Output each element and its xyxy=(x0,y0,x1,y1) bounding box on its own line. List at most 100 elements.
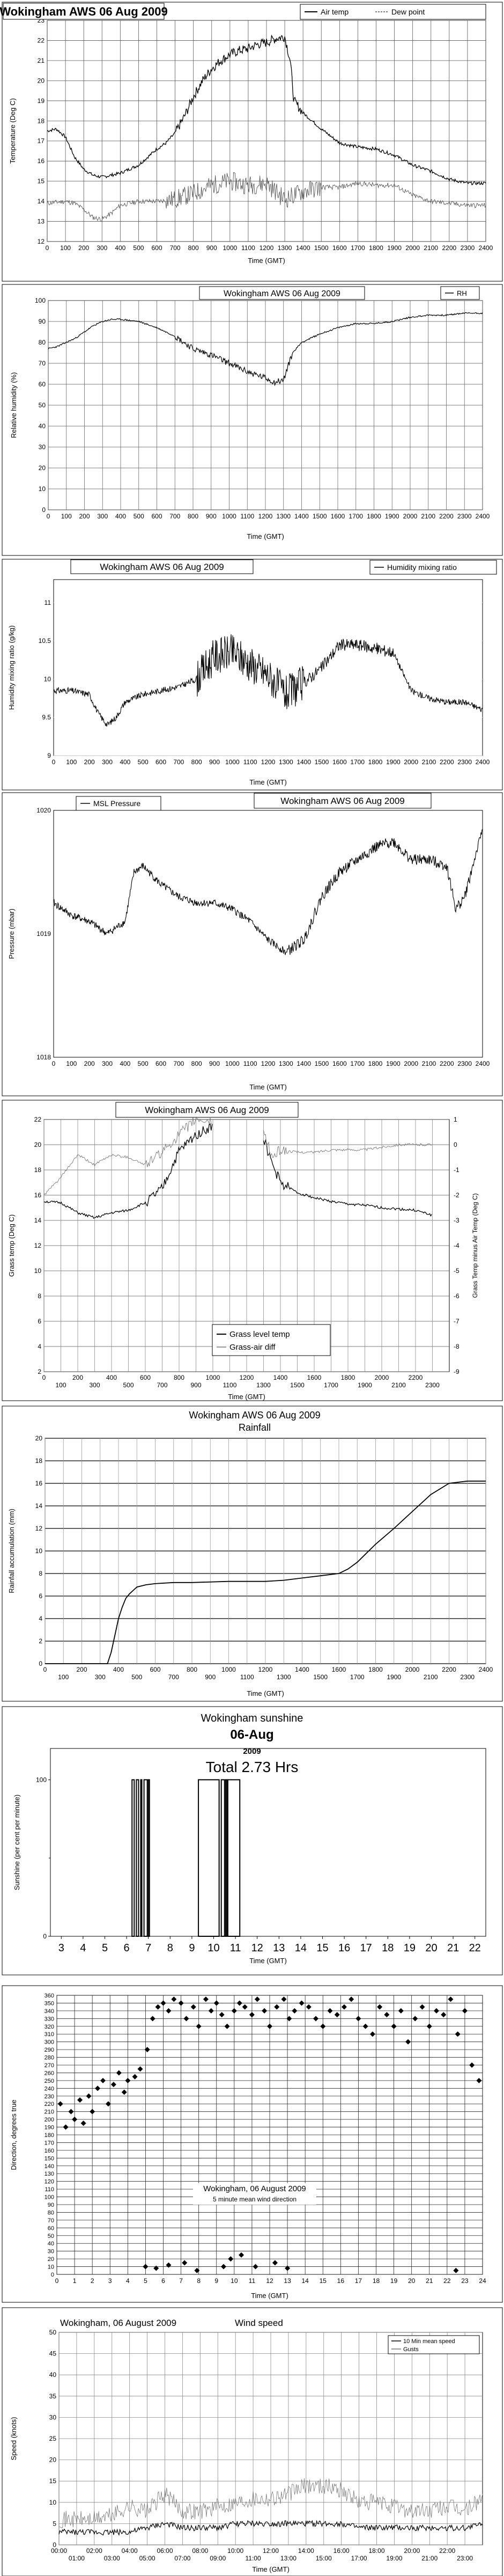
sunshine-bar xyxy=(220,1779,225,1937)
x-tick-label: 7 xyxy=(145,1942,151,1954)
x-tick-label: 1100 xyxy=(243,1060,257,1067)
y-tick-label: 12 xyxy=(35,1525,43,1532)
x-tick-label: 17 xyxy=(355,2277,362,2285)
direction-point xyxy=(86,2093,92,2099)
x-tick-label: 500 xyxy=(138,1060,149,1067)
x-tick-label: 2000 xyxy=(405,1666,420,1673)
direction-point xyxy=(242,2004,248,2010)
y-axis-label: Relative humidity (%) xyxy=(10,372,18,438)
x-tick-label: 1200 xyxy=(261,1060,276,1067)
plot-area xyxy=(53,579,483,756)
direction-point xyxy=(68,2109,74,2114)
x-tick-label: 21 xyxy=(447,1942,459,1954)
x-tick-label: 200 xyxy=(72,1374,83,1381)
x-tick-label: 1100 xyxy=(243,758,257,766)
plot-area xyxy=(50,1748,486,1937)
direction-point xyxy=(72,2117,78,2123)
y-tick-label: 70 xyxy=(48,2218,54,2224)
x-tick-label: 1900 xyxy=(387,244,402,252)
sunshine-bar xyxy=(140,1779,143,1937)
y-axis-label: Direction, degrees true xyxy=(10,2099,18,2170)
chart-title: Wokingham AWS 06 Aug 2009 xyxy=(0,5,168,18)
x-tick-label: 5 xyxy=(144,2277,147,2285)
x-tick-label: 0 xyxy=(43,1666,47,1673)
y-tick-label: 60 xyxy=(39,380,46,388)
x-tick-label: 1600 xyxy=(331,513,345,520)
direction-point xyxy=(166,2008,172,2014)
direction-point xyxy=(286,2016,292,2022)
annotation-box xyxy=(193,2183,316,2205)
x-tick-label: 2300 xyxy=(457,513,472,520)
x-tick-label: 800 xyxy=(174,1374,184,1381)
x-tick-label: 1100 xyxy=(240,513,254,520)
x-tick-label: 100 xyxy=(55,1381,66,1389)
direction-point xyxy=(299,2000,305,2006)
y-axis-label: Speed (knots) xyxy=(10,2417,18,2461)
x-tick-label: 300 xyxy=(89,1381,100,1389)
x-tick-label: 6 xyxy=(124,1942,130,1954)
direction-point xyxy=(334,2012,340,2018)
direction-point xyxy=(362,2023,368,2029)
x-tick-label: 1300 xyxy=(278,244,292,252)
legend-box xyxy=(388,2335,480,2354)
x-tick-label: 1000 xyxy=(225,758,240,766)
chart-title: Wokingham AWS 06 Aug 2009 xyxy=(280,796,405,806)
x-tick-label: 16 xyxy=(337,2277,345,2285)
x-tick-label: 1000 xyxy=(221,1666,236,1673)
x-tick-label: 0 xyxy=(52,758,56,766)
direction-point xyxy=(453,2267,459,2273)
y-tick-label: 100 xyxy=(36,1776,47,1783)
x-tick-label: 1400 xyxy=(297,1060,311,1067)
x-tick-label: 2100 xyxy=(391,1381,406,1389)
x-tick-label: 19:00 xyxy=(386,2555,402,2562)
x-tick-label: 1900 xyxy=(385,513,399,520)
x-tick-label: 2000 xyxy=(375,1374,389,1381)
direction-point xyxy=(105,2101,111,2107)
y-tick-label: 30 xyxy=(48,2249,54,2255)
x-tick-label: 100 xyxy=(60,244,71,252)
x-tick-label: 17 xyxy=(360,1942,372,1954)
x-tick-label: 1700 xyxy=(350,1673,365,1681)
rainfall-line xyxy=(45,1480,486,1664)
sunshine-bar xyxy=(131,1779,135,1937)
x-tick-label: 1600 xyxy=(332,1666,346,1673)
x-tick-label: 700 xyxy=(173,1060,184,1067)
x-tick-label: 09:00 xyxy=(210,2555,226,2562)
direction-point xyxy=(153,2265,159,2271)
y2-tick-label: -6 xyxy=(454,1292,459,1300)
x-tick-label: 1400 xyxy=(295,1666,309,1673)
x-tick-label: 0 xyxy=(55,2277,59,2285)
x-tick-label: 500 xyxy=(131,1673,142,1681)
x-tick-label: 18 xyxy=(382,1942,394,1954)
direction-point xyxy=(455,2031,461,2037)
direction-point xyxy=(208,2008,214,2014)
x-tick-label: 1100 xyxy=(241,244,255,252)
y-tick-label: 18 xyxy=(34,1166,42,1174)
y-tick-label: 30 xyxy=(49,2413,57,2421)
chart-subtitle: 5 minute mean wind direction xyxy=(213,2196,297,2203)
x-tick-label: 2300 xyxy=(461,244,475,252)
x-tick-label: 200 xyxy=(78,244,89,252)
x-tick-label: 14 xyxy=(295,1942,307,1954)
x-tick-label: 1200 xyxy=(261,758,276,766)
y-tick-label: 200 xyxy=(45,2117,54,2123)
y-tick-label: 50 xyxy=(48,2233,54,2240)
direction-point xyxy=(441,2012,447,2018)
direction-point xyxy=(121,2089,127,2095)
y-tick-label: 340 xyxy=(45,2008,54,2015)
direction-point xyxy=(224,2023,230,2029)
x-tick-label: 9 xyxy=(189,1942,195,1954)
x-tick-label: 2 xyxy=(91,2277,94,2285)
x-tick-label: 5 xyxy=(102,1942,108,1954)
grass-temp-line xyxy=(43,1123,213,1219)
x-tick-label: 10 xyxy=(207,1942,219,1954)
direction-point xyxy=(377,2004,383,2010)
x-tick-label: 12 xyxy=(266,2277,273,2285)
x-tick-label: 14 xyxy=(301,2277,309,2285)
y-tick-label: 360 xyxy=(45,1993,54,1999)
x-tick-label: 500 xyxy=(123,1381,134,1389)
y-tick-label: 0 xyxy=(43,1933,47,1940)
direction-point xyxy=(190,2004,196,2010)
